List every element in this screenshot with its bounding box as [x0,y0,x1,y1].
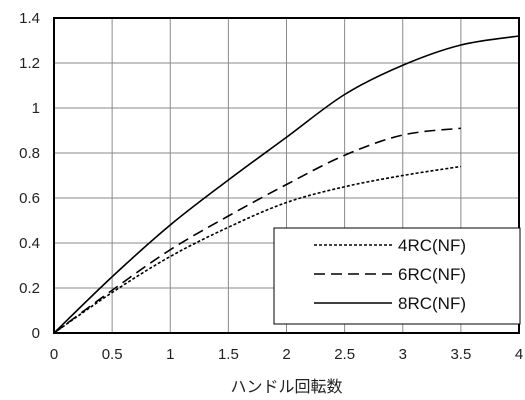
y-tick-label: 0.2 [19,280,40,297]
x-tick-label: 1 [166,346,174,363]
x-axis-label: ハンドル回転数 [230,377,342,396]
series-line-4rcnf [53,165,461,334]
x-tick-label: 0.5 [102,346,123,363]
legend-label: 8RC(NF) [398,294,466,313]
x-tick-label: 3 [399,346,407,363]
y-tick-label: 1.2 [19,55,40,72]
legend-label: 4RC(NF) [398,236,466,255]
y-tick-label: 1.4 [19,10,40,27]
y-tick-label: 0.4 [19,235,40,252]
legend: 4RC(NF) 6RC(NF) 8RC(NF) [273,227,521,325]
y-tick-label: 0.8 [19,145,40,162]
y-tick-label: 0.6 [19,190,40,207]
legend-label: 6RC(NF) [398,265,466,284]
y-tick-label: 1 [32,100,40,117]
x-tick-label: 1.5 [218,346,239,363]
y-tick-label: 0 [32,325,40,342]
series-line-8rcnf [53,35,520,334]
y-axis-ticks: 0 0.2 0.4 0.6 0.8 1 1.2 1.4 [19,10,40,342]
x-tick-label: 2.5 [334,346,355,363]
x-axis-ticks: 0 0.5 1 1.5 2 2.5 3 3.5 4 [50,346,523,363]
series-line-6rcnf [53,127,461,334]
series-lines [53,35,520,334]
x-tick-label: 4 [515,346,523,363]
x-tick-label: 0 [50,346,58,363]
x-tick-label: 3.5 [450,346,471,363]
legend-box [273,227,521,325]
x-tick-label: 2 [282,346,290,363]
plot-area-frame [53,17,520,334]
